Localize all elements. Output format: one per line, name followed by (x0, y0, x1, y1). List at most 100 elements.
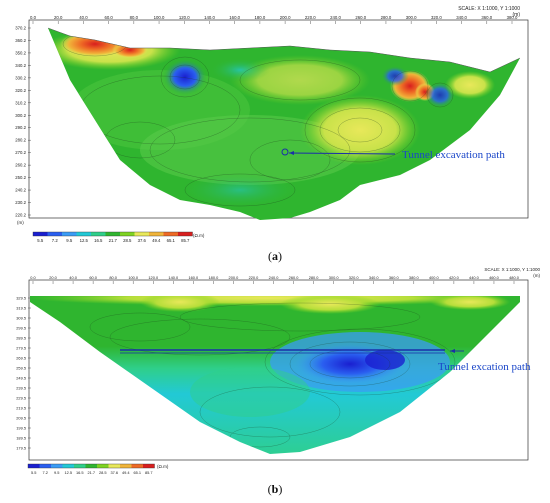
colorbar-swatch (28, 464, 40, 468)
y-tick-label: 300.2 (15, 113, 26, 118)
colorbar-swatch (76, 232, 91, 236)
x-tick-label: 220.0 (305, 15, 316, 20)
y-unit-a: (m) (17, 220, 24, 225)
colorbar-swatch (120, 232, 135, 236)
colorbar-swatch (131, 464, 143, 468)
colorbar-a: 5.5 7.2 9.5 12.5 16.5 21.7 28.5 37.6 49.4 65.1 85.… (32, 231, 205, 243)
x-tick-label: 240.0 (330, 15, 341, 20)
x-tick-label: 100.0 (128, 275, 139, 280)
annotation-b: Tunnel excation path (438, 361, 531, 373)
annotation-leader-a (288, 152, 396, 155)
x-tick-label: 480.0 (509, 275, 520, 280)
x-tick-label: 160.0 (188, 275, 199, 280)
y-tick-label: 220.2 (15, 213, 26, 218)
colorbar-label: 21.7 (109, 238, 118, 243)
x-tick-label: 340.0 (456, 15, 467, 20)
colorbar-label: 28.5 (123, 238, 132, 243)
x-tick-label: 140.0 (168, 275, 179, 280)
colorbar-label: 65.1 (167, 238, 176, 243)
x-tick-label: 100.0 (154, 15, 165, 20)
x-tick-label: 20.0 (49, 275, 57, 280)
x-tick-label: 160.0 (229, 15, 240, 20)
x-unit-a: (m) (513, 12, 521, 18)
x-tick-label: 0.0 (30, 15, 37, 20)
y-tick-label: 269.5 (16, 356, 26, 361)
colorbar-label: 16.5 (94, 238, 103, 243)
x-tick-label: 120.0 (179, 15, 190, 20)
colorbar-swatch (51, 464, 63, 468)
x-tick-label: 200.0 (229, 275, 240, 280)
colorbar-swatch (105, 232, 120, 236)
colorbar-swatch (62, 232, 77, 236)
y-tick-label: 309.5 (16, 316, 26, 321)
colorbar-label: 5.5 (31, 470, 36, 475)
y-tick-label: 279.5 (16, 346, 26, 351)
colorbar-swatch (47, 232, 62, 236)
y-tick-label: 370.2 (15, 26, 26, 31)
colorbar-swatch (178, 232, 193, 236)
colorbar-swatch (149, 232, 164, 236)
colorbar-swatch (74, 464, 86, 468)
x-tick-label: 80.0 (109, 275, 117, 280)
y-tick-label: 310.2 (15, 100, 26, 105)
y-tick-label: 229.5 (16, 396, 26, 401)
x-tick-label: 40.0 (69, 275, 77, 280)
colorbar-label: 7.2 (43, 470, 48, 475)
x-tick-label: 380.0 (507, 15, 518, 20)
y-tick-label: 340.2 (15, 63, 26, 68)
caption-a: (a) (268, 249, 282, 263)
colorbar-swatch (91, 232, 106, 236)
y-axis-ticks-a: 370.2 360.2 350.2 340.2 330.2 320.2 310.2 300.2… (15, 26, 31, 218)
panel-a: SCALE: X 1:1000, Y 1:1000 (m) 0.0 20.0 40.… (15, 6, 529, 263)
x-unit-b: (m) (533, 273, 540, 278)
colorbar-label: 49.4 (152, 238, 161, 243)
colorbar-unit-b: (Ω.m) (157, 464, 169, 469)
x-tick-label: 360.0 (389, 275, 400, 280)
y-tick-label: 290.2 (15, 125, 26, 130)
colorbar-label: 9.5 (54, 470, 59, 475)
y-tick-label: 209.5 (16, 416, 26, 421)
y-axis-ticks-b: 329.5 319.5 309.5 299.5 289.5 279.5 269.5 259.5… (16, 296, 31, 451)
colorbar-label: 37.6 (138, 238, 147, 243)
x-tick-label: 260.0 (289, 275, 300, 280)
x-tick-label: 400.0 (429, 275, 440, 280)
colorbar-label: 85.7 (145, 470, 153, 475)
scale-label-a: SCALE: X 1:1000, Y 1:1000 (458, 6, 520, 12)
colorbar-label: 5.5 (37, 238, 44, 243)
colorbar-label: 37.6 (110, 470, 118, 475)
y-tick-label: 179.5 (16, 446, 26, 451)
annotation-a: Tunnel excavation path (402, 149, 505, 161)
y-tick-label: 240.2 (15, 188, 26, 193)
x-tick-label: 360.0 (481, 15, 492, 20)
colorbar-swatch (97, 464, 109, 468)
resistivity-section-a (48, 28, 520, 220)
x-tick-label: 180.0 (209, 275, 220, 280)
x-tick-label: 200.0 (280, 15, 291, 20)
y-tick-label: 189.5 (16, 436, 26, 441)
x-tick-label: 60.0 (89, 275, 97, 280)
panel-b: SCALE: X 1:1000, Y 1:1000 (m) 0.0 20.0 40.… (0, 262, 550, 498)
colorbar-swatch (120, 464, 132, 468)
y-tick-label: 239.5 (16, 386, 26, 391)
colorbar-label: 12.5 (80, 238, 89, 243)
colorbar-b: 5.5 7.2 9.5 12.5 16.5 21.7 28.5 37.6 49.4 65.1 85.… (27, 463, 169, 475)
scale-label-b: SCALE: X 1:1000, Y 1:1000 (484, 267, 540, 272)
colorbar-swatch (143, 464, 155, 468)
x-tick-label: 460.0 (489, 275, 500, 280)
colorbar-label: 16.5 (76, 470, 84, 475)
x-tick-label: 320.0 (349, 275, 360, 280)
colorbar-label: 49.4 (122, 470, 130, 475)
colorbar-swatch (62, 464, 74, 468)
x-tick-label: 320.0 (431, 15, 442, 20)
y-tick-label: 329.5 (16, 296, 26, 301)
caption-b: (b) (267, 482, 283, 496)
y-tick-label: 280.2 (15, 138, 26, 143)
x-tick-label: 440.0 (469, 275, 480, 280)
colorbar-unit-a: (Ω.m) (193, 233, 205, 238)
y-tick-label: 289.5 (16, 336, 26, 341)
x-axis-ticks-a: 0.0 20.0 40.0 60.0 80.0 100.0 120.0 140.0 160.0 1… (30, 15, 518, 24)
resistivity-section-b (30, 296, 520, 454)
x-tick-label: 0.0 (30, 275, 36, 280)
y-tick-label: 219.5 (16, 406, 26, 411)
x-tick-label: 20.0 (54, 15, 63, 20)
